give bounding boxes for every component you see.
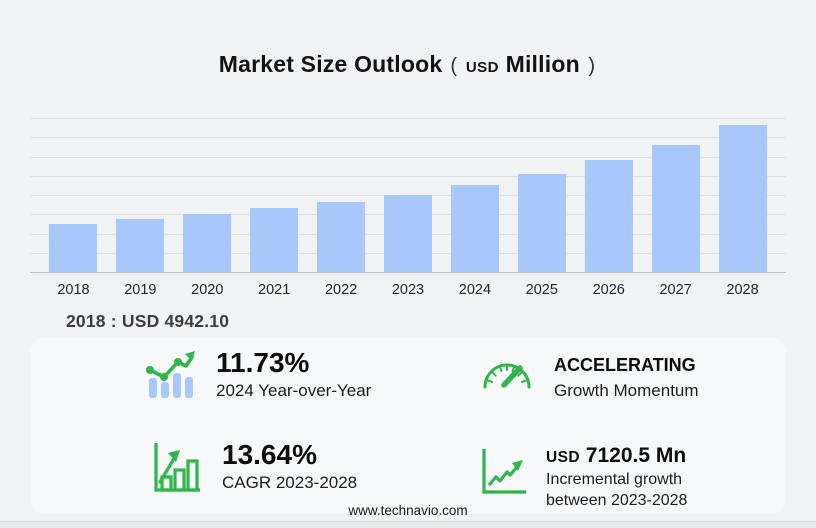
- chart-bar-column-2022: [308, 115, 375, 272]
- chart-bar: [450, 185, 499, 272]
- stat-year-over-year: 11.73% 2024 Year-over-Year: [142, 348, 371, 403]
- momentum-value: ACCELERATING: [554, 355, 696, 375]
- chart-bar: [183, 214, 232, 272]
- yoy-label: 2024 Year-over-Year: [216, 381, 372, 401]
- chart-bar-column-2019: [107, 115, 174, 272]
- chart-bar-column-2024: [441, 115, 508, 272]
- chart-bar: [718, 125, 767, 272]
- grid-line: [30, 175, 786, 177]
- incremental-label-line1: Incremental growth: [546, 471, 683, 489]
- incremental-currency: USD: [546, 449, 580, 466]
- unit-paren-close: ): [588, 55, 596, 78]
- x-tick-label: 2022: [324, 282, 358, 298]
- stat-incremental-growth: USD 7120.5 Mn Incremental growth between…: [476, 444, 687, 512]
- x-tick-label: 2021: [258, 282, 291, 298]
- stat-cagr: 13.64% CAGR 2023-2028: [148, 440, 357, 499]
- chart-bar: [116, 219, 165, 272]
- unit-paren-open: (: [450, 55, 458, 78]
- line-growth-icon: [476, 444, 528, 503]
- chart-bar: [584, 160, 633, 272]
- x-tick-label: 2025: [525, 282, 558, 298]
- bar-arrow-icon: [148, 440, 204, 499]
- incremental-value: USD 7120.5 Mn: [546, 444, 687, 467]
- x-axis-line: [30, 272, 786, 273]
- chart-bar: [49, 223, 98, 272]
- chart-title-text: Market Size Outlook: [218, 51, 443, 78]
- stat-growth-momentum: ACCELERATING Growth Momentum: [478, 352, 699, 401]
- chart-bar: [250, 208, 299, 272]
- x-tick-label: 2023: [391, 282, 425, 298]
- speedometer-icon: [478, 352, 536, 397]
- chart-bar-column-2020: [174, 115, 241, 272]
- momentum-label: Growth Momentum: [554, 380, 699, 400]
- grid-line: [30, 118, 786, 119]
- cagr-label: CAGR 2023-2028: [222, 473, 358, 493]
- grid-line: [30, 137, 786, 139]
- chart-bar: [517, 174, 566, 272]
- bottom-divider: [0, 521, 816, 528]
- chart-bar: [317, 201, 366, 272]
- unit-name: Million: [505, 51, 580, 78]
- chart-bar-column-2018: [40, 115, 107, 272]
- chart-bar-column-2021: [241, 115, 308, 272]
- chart-bars: [30, 115, 786, 272]
- incremental-amount: 7120.5 Mn: [585, 444, 687, 467]
- x-tick-label: 2028: [726, 282, 759, 298]
- chart-bar-column-2025: [508, 115, 575, 272]
- x-axis-labels: 2018 2019 2020 2021 2022 2023 2024 2025 2026 2027…: [30, 282, 786, 298]
- x-tick-label: 2019: [124, 282, 157, 298]
- x-tick-label: 2024: [458, 282, 492, 298]
- chart-bar-column-2023: [375, 115, 442, 272]
- trend-bars-icon: [142, 348, 198, 403]
- chart-bar-column-2028: [709, 115, 776, 272]
- chart-bar: [383, 194, 432, 272]
- chart-bar-column-2026: [575, 115, 642, 272]
- website-url: www.technavio.com: [348, 503, 468, 518]
- grid-line: [30, 156, 786, 158]
- x-tick-label: 2020: [191, 282, 224, 298]
- page-title: Market Size Outlook ( USD Million ): [0, 51, 816, 78]
- market-size-bar-chart: [30, 115, 786, 273]
- x-tick-label: 2026: [592, 282, 625, 298]
- cagr-value: 13.64%: [222, 439, 317, 470]
- chart-bar: [651, 144, 700, 272]
- base-year-value-annotation: 2018 : USD 4942.10: [66, 311, 230, 331]
- x-tick-label: 2027: [659, 282, 692, 298]
- yoy-value: 11.73%: [216, 347, 310, 378]
- unit-currency: USD: [465, 59, 499, 77]
- chart-bar-column-2027: [642, 115, 709, 272]
- incremental-label-line2: between 2023-2028: [546, 491, 688, 509]
- x-tick-label: 2018: [57, 282, 90, 298]
